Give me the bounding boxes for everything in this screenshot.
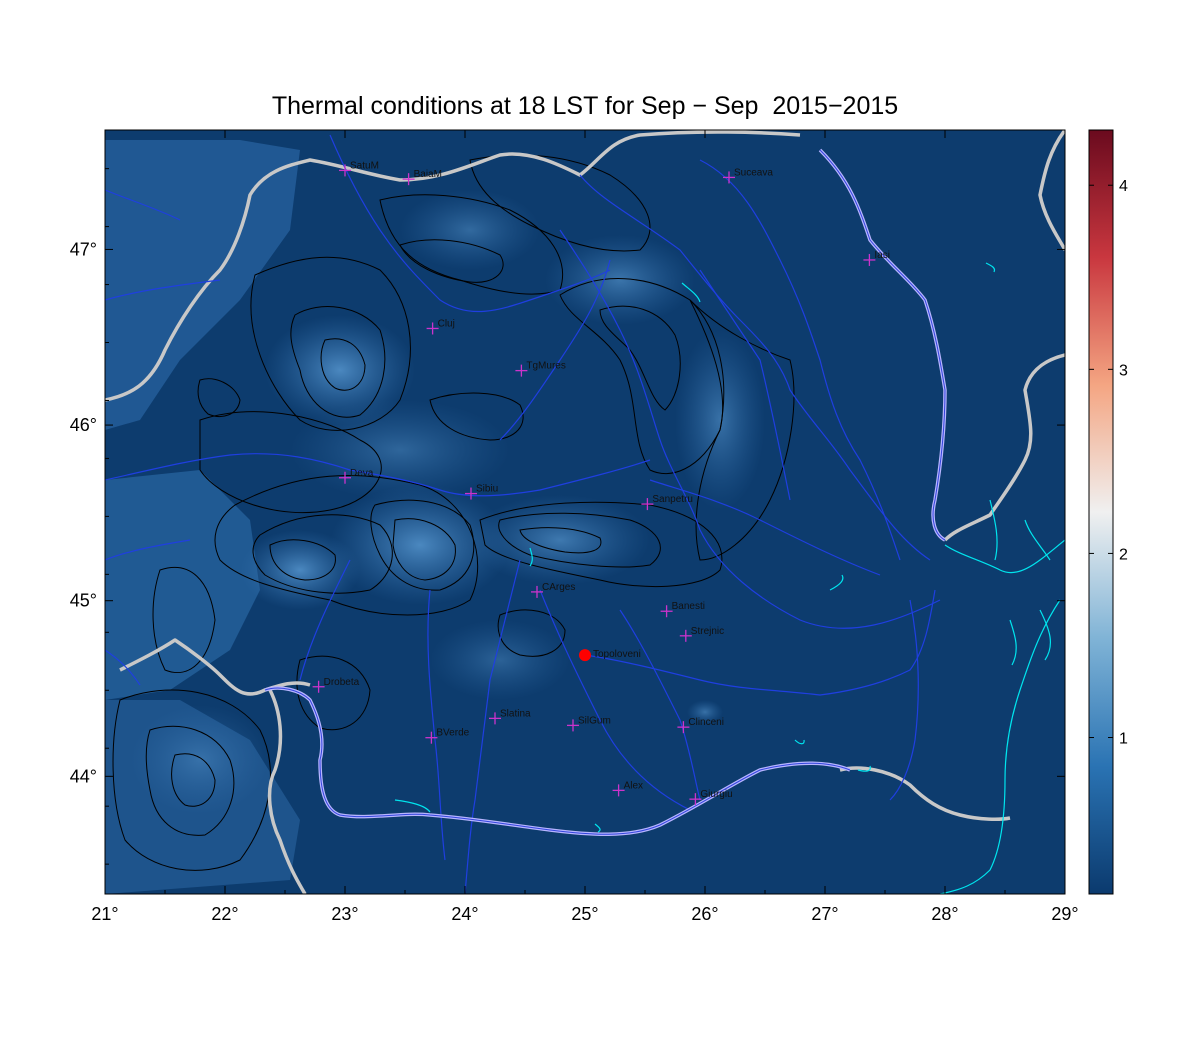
lon-tick-label: 21° <box>91 904 118 924</box>
station-label: Cluj <box>438 318 455 329</box>
station-label: Strejnic <box>691 626 724 637</box>
station-label: BVerde <box>436 728 469 739</box>
station-strejnic[interactable]: Strejnic <box>679 626 724 642</box>
lon-tick-label: 24° <box>451 904 478 924</box>
highlight-label: Topoloveni <box>593 649 641 660</box>
station-clinceni[interactable]: Clinceni <box>677 717 724 734</box>
station-sibiu[interactable]: Sibiu <box>465 484 498 500</box>
colorbar-tick-label: 4 <box>1119 178 1128 195</box>
station-label: TgMures <box>526 361 565 372</box>
station-slatina[interactable]: Slatina <box>489 708 531 725</box>
station-label: Sibiu <box>476 484 498 495</box>
station-label: SatuM <box>350 160 379 171</box>
colorbar-tick-label: 1 <box>1119 731 1128 748</box>
station-carges[interactable]: CArges <box>531 582 575 598</box>
station-label: CArges <box>542 582 575 593</box>
station-banesti[interactable]: Banesti <box>660 601 705 618</box>
highlight-marker <box>579 649 591 662</box>
lon-tick-label: 26° <box>691 904 718 924</box>
station-giurgiu[interactable]: Giurgiu <box>689 789 733 806</box>
station-tgmures[interactable]: TgMures <box>515 361 566 377</box>
station-label: Drobeta <box>324 677 360 688</box>
rivers <box>105 134 941 894</box>
station-deva[interactable]: Deva <box>339 468 374 484</box>
map-title: Thermal conditions at 18 LST for Sep − S… <box>271 92 899 120</box>
latitude-axis: 44° 45° 46° 47° <box>70 168 1065 865</box>
station-baiam[interactable]: BaiaM <box>402 169 442 186</box>
highlighted-location[interactable]: Topoloveni <box>579 649 641 662</box>
lon-tick-label: 29° <box>1051 904 1078 924</box>
lakes-and-coast <box>394 262 1065 894</box>
station-cluj[interactable]: Cluj <box>426 318 455 335</box>
station-label: Slatina <box>500 708 531 719</box>
station-markers: SatuM BaiaM Suceava Iasi Cluj TgMures Deva Sibi… <box>312 160 890 806</box>
station-label: Suceava <box>734 167 773 178</box>
station-label: BaiaM <box>414 169 442 180</box>
lon-tick-label: 27° <box>811 904 838 924</box>
lon-tick-label: 22° <box>211 904 238 924</box>
major-rivers <box>264 148 947 837</box>
station-label: Deva <box>350 468 374 479</box>
station-drobeta[interactable]: Drobeta <box>312 677 360 693</box>
station-satum[interactable]: SatuM <box>339 160 379 177</box>
map-plot-area <box>105 130 1065 894</box>
station-bverde[interactable]: BVerde <box>425 728 470 744</box>
longitude-axis: 21° 22° 23° 24° 25° 26° 27° 28° 29° <box>91 130 1079 924</box>
colorbar-ticks: 1 2 3 4 <box>1089 178 1128 748</box>
colorbar-tick-label: 3 <box>1119 362 1128 379</box>
station-label: Iasi <box>874 250 890 261</box>
station-label: Giurgiu <box>700 789 732 800</box>
station-suceava[interactable]: Suceava <box>723 167 773 184</box>
station-iasi[interactable]: Iasi <box>863 250 890 266</box>
country-borders <box>105 130 1065 894</box>
station-alex[interactable]: Alex <box>612 780 643 797</box>
lon-tick-label: 25° <box>571 904 598 924</box>
station-label: Sanpetru <box>652 494 693 505</box>
lon-tick-label: 28° <box>931 904 958 924</box>
elevation-contours <box>112 154 795 871</box>
station-label: SilGum <box>578 715 611 726</box>
station-label: Clinceni <box>688 717 724 728</box>
lat-tick-label: 46° <box>70 415 97 435</box>
station-label: Banesti <box>672 601 705 612</box>
colorbar-tick-label: 2 <box>1119 546 1128 563</box>
station-silgum[interactable]: SilGum <box>567 715 611 732</box>
lat-tick-label: 47° <box>70 239 97 259</box>
lat-tick-label: 44° <box>70 766 97 786</box>
lon-tick-label: 23° <box>331 904 358 924</box>
station-label: Alex <box>624 780 643 791</box>
colorbar-gradient <box>1088 129 1114 895</box>
station-sanpetru[interactable]: Sanpetru <box>641 494 693 511</box>
colorbar: 1 2 3 4 <box>1088 129 1128 895</box>
lat-tick-label: 45° <box>70 591 97 611</box>
